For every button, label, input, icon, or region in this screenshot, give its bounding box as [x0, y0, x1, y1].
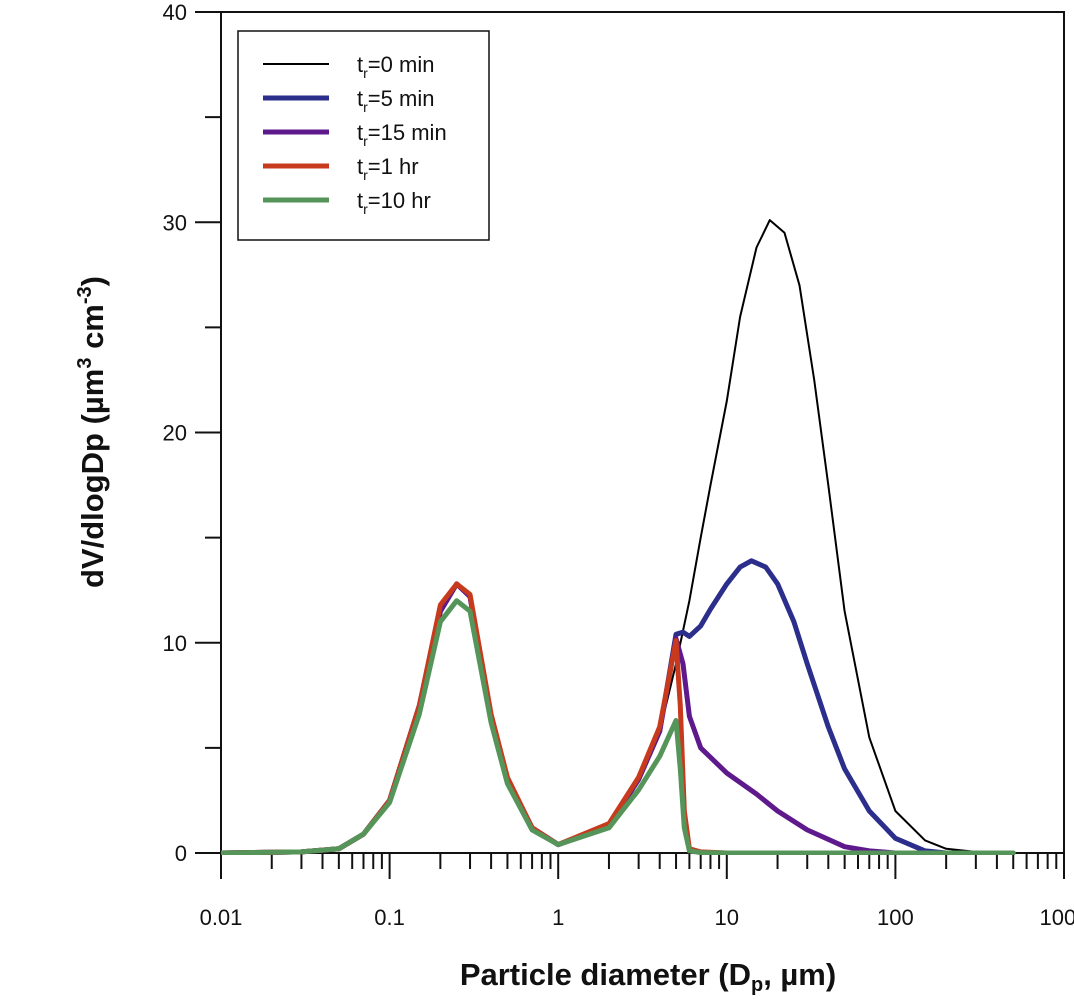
x-axis-title: Particle diameter (Dp, µm): [460, 957, 836, 996]
legend-label: tr=1 hr: [357, 154, 419, 183]
series-line-1: [221, 558, 949, 855]
legend-box: [237, 30, 490, 241]
series-line-0: [221, 219, 1015, 854]
y-tick-label: 0: [175, 841, 187, 866]
series-line-4: [221, 598, 1016, 855]
legend-label: tr=10 hr: [357, 188, 431, 217]
legend: tr=0 min tr=5 min tr=15 min tr=1 hr tr=10 hr: [237, 30, 490, 241]
x-tick-label: 1000: [1040, 905, 1074, 930]
x-tick-label: 0.01: [200, 905, 243, 930]
y-axis: 0 10 20 30 40: [163, 0, 221, 866]
series-line-3: [221, 581, 1016, 855]
y-tick-label: 40: [163, 0, 187, 25]
series-layer: [221, 219, 1016, 855]
y-tick-label: 10: [163, 631, 187, 656]
legend-label: tr=15 min: [357, 120, 447, 149]
y-tick-label: 20: [163, 421, 187, 446]
y-axis-title: dV/dlogDp (µm3 cm-3): [74, 276, 110, 588]
legend-label: tr=5 min: [357, 86, 434, 115]
legend-label: tr=0 min: [357, 52, 434, 81]
x-axis: 0.01 0.1 1 10 100 1000: [200, 853, 1074, 930]
x-tick-label: 1: [552, 905, 564, 930]
x-tick-label: 0.1: [374, 905, 405, 930]
x-tick-label: 10: [715, 905, 739, 930]
x-tick-label: 100: [877, 905, 914, 930]
y-tick-label: 30: [163, 210, 187, 235]
